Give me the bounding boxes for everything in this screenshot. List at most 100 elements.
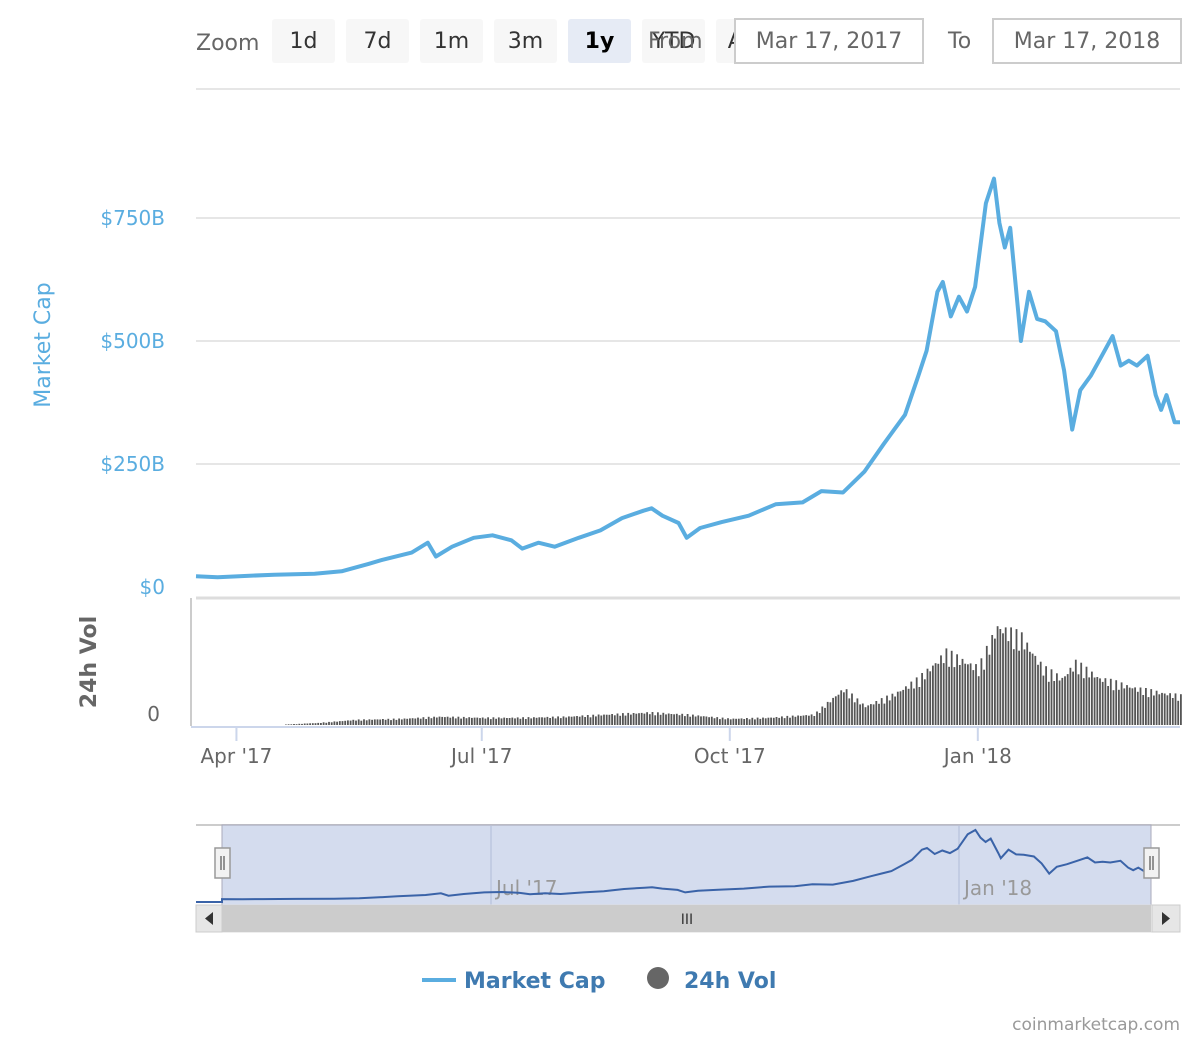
zoom-button-3m[interactable] — [494, 19, 557, 63]
volume-bar — [1147, 697, 1150, 725]
volume-bar — [878, 703, 880, 725]
volume-bar — [767, 717, 770, 725]
volume-bar — [700, 716, 702, 725]
zoom-button-label-1d[interactable]: 1d — [290, 29, 318, 54]
to-label: To — [947, 29, 971, 54]
volume-bar — [1174, 693, 1177, 725]
y-axis-title: Market Cap — [31, 282, 56, 407]
volume-bar — [684, 716, 686, 725]
volume-bar — [1002, 633, 1004, 725]
volume-bar — [824, 707, 826, 725]
volume-bar — [522, 717, 524, 725]
volume-bar — [719, 719, 721, 725]
volume-bar — [915, 677, 918, 725]
volume-bar — [748, 719, 751, 725]
volume-bar — [694, 716, 697, 725]
volume-bar — [538, 717, 541, 725]
zoom-button-1d[interactable] — [272, 19, 335, 63]
volume-bar — [724, 719, 727, 725]
volume-bar — [891, 693, 894, 725]
volume-bar — [1031, 653, 1034, 725]
volume-bar — [727, 718, 729, 725]
volume-bar — [368, 719, 371, 725]
volume-bar — [1047, 681, 1050, 725]
volume-bar — [762, 717, 764, 725]
volume-bar — [438, 716, 441, 725]
legend[interactable]: Market Cap 24h Vol — [422, 967, 776, 994]
zoom-button-ytd[interactable] — [642, 19, 705, 63]
scrollbar[interactable]: III — [195, 904, 1181, 933]
volume-bar — [678, 715, 681, 725]
zoom-label: Zoom — [196, 31, 259, 56]
scrollbar-grip[interactable]: III — [681, 912, 693, 928]
zoom-button-1m[interactable] — [420, 19, 483, 63]
volume-bar — [940, 655, 942, 725]
volume-bar — [460, 718, 462, 725]
volume-bar — [851, 693, 853, 725]
volume-bar — [576, 716, 578, 725]
volume-bar — [578, 716, 581, 725]
volume-bar — [508, 718, 511, 725]
volume-bar — [972, 670, 975, 725]
volume-bar — [1158, 694, 1161, 725]
volume-bar — [988, 654, 991, 725]
zoom-button-label-7d[interactable]: 7d — [364, 29, 392, 54]
volume-bar — [414, 718, 417, 725]
navigator[interactable]: Jul '17 Jan '18 — [196, 824, 1180, 906]
navigator-handle-left[interactable] — [214, 847, 231, 879]
from-date-input[interactable] — [734, 18, 924, 64]
volume-bar — [756, 717, 759, 725]
volume-bar — [843, 692, 845, 725]
credits-link[interactable]: coinmarketcap.com — [1012, 1015, 1180, 1035]
volume-bar — [1118, 689, 1120, 725]
volume-bar — [942, 663, 945, 725]
volume-bar — [710, 716, 713, 725]
from-date-value[interactable]: Mar 17, 2017 — [756, 29, 902, 54]
volume-bar — [452, 716, 454, 725]
volume-bar — [320, 723, 322, 725]
to-date-value[interactable]: Mar 17, 2018 — [1014, 29, 1160, 54]
volume-bar — [1153, 695, 1155, 725]
legend-24h-vol[interactable]: 24h Vol — [684, 969, 776, 994]
volume-bar — [907, 688, 910, 725]
zoom-button-1y[interactable] — [568, 19, 631, 63]
volume-bar — [821, 706, 824, 725]
volume-bar — [918, 687, 921, 725]
navigator-handle-right[interactable] — [1143, 847, 1160, 879]
zoom-button-label-1y[interactable]: 1y — [585, 29, 615, 54]
zoom-button-7d[interactable] — [346, 19, 409, 63]
volume-bar — [1139, 687, 1142, 725]
scroll-left-button[interactable] — [195, 904, 223, 933]
volume-bar — [956, 654, 958, 725]
volume-bar — [791, 715, 794, 725]
zoom-button-label-1m[interactable]: 1m — [434, 29, 469, 54]
volume-bar — [341, 721, 344, 725]
volume-bar — [702, 716, 705, 725]
volume-bar — [864, 707, 867, 725]
volume-bar — [991, 635, 994, 725]
legend-market-cap[interactable]: Market Cap — [464, 969, 605, 994]
volume-bar — [1004, 627, 1007, 725]
to-date-input[interactable] — [992, 18, 1182, 64]
volume-bar — [549, 718, 551, 725]
volume-bar — [643, 713, 646, 725]
volume-bar — [551, 716, 554, 725]
volume-bar — [808, 715, 810, 725]
volume-bar — [1080, 662, 1083, 725]
volume-bar — [495, 718, 497, 725]
scrollbar-thumb[interactable] — [222, 905, 1151, 932]
volume-bar — [737, 718, 740, 725]
volume-bar — [322, 722, 325, 725]
volume-bar — [810, 714, 813, 725]
volume-bar — [1112, 690, 1115, 725]
volume-bar — [770, 717, 772, 725]
zoom-button-label-ytd[interactable]: YTD — [651, 29, 696, 54]
volume-bar — [562, 716, 565, 725]
volume-bar — [1180, 694, 1182, 725]
volume-bar — [487, 717, 489, 725]
volume-bar — [754, 719, 756, 725]
volume-bar — [999, 629, 1002, 725]
volume-bar — [818, 713, 821, 725]
zoom-button-label-3m[interactable]: 3m — [508, 29, 543, 54]
